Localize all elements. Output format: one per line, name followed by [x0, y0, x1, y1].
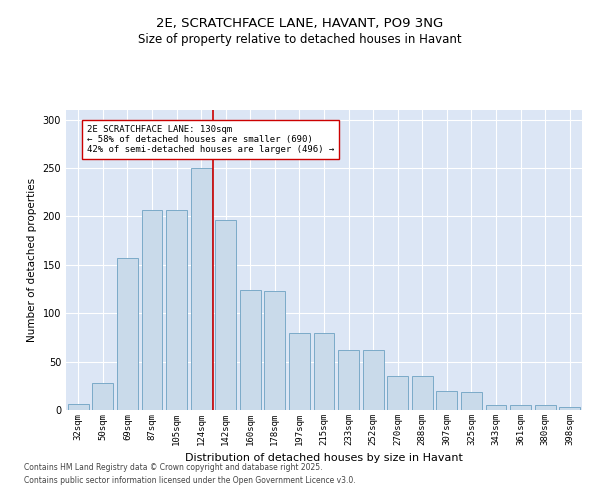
Text: 2E SCRATCHFACE LANE: 130sqm
← 58% of detached houses are smaller (690)
42% of se: 2E SCRATCHFACE LANE: 130sqm ← 58% of det…	[87, 124, 334, 154]
Text: Size of property relative to detached houses in Havant: Size of property relative to detached ho…	[138, 32, 462, 46]
Bar	[215, 220, 236, 410]
Bar	[117, 258, 138, 410]
Bar	[166, 210, 187, 410]
Bar	[68, 404, 89, 410]
Y-axis label: Number of detached properties: Number of detached properties	[27, 178, 37, 342]
Bar	[485, 405, 506, 410]
Bar	[461, 392, 482, 410]
Bar	[240, 290, 261, 410]
Text: Contains HM Land Registry data © Crown copyright and database right 2025.: Contains HM Land Registry data © Crown c…	[24, 464, 323, 472]
Bar	[338, 350, 359, 410]
Bar	[362, 350, 383, 410]
Bar	[387, 376, 408, 410]
Bar	[289, 332, 310, 410]
Bar	[265, 291, 286, 410]
Bar	[92, 383, 113, 410]
Bar	[436, 390, 457, 410]
Bar	[142, 210, 163, 410]
Bar	[535, 405, 556, 410]
Bar	[314, 332, 334, 410]
Text: 2E, SCRATCHFACE LANE, HAVANT, PO9 3NG: 2E, SCRATCHFACE LANE, HAVANT, PO9 3NG	[157, 18, 443, 30]
Text: Contains public sector information licensed under the Open Government Licence v3: Contains public sector information licen…	[24, 476, 356, 485]
Bar	[510, 405, 531, 410]
X-axis label: Distribution of detached houses by size in Havant: Distribution of detached houses by size …	[185, 454, 463, 464]
Bar	[191, 168, 212, 410]
Bar	[412, 376, 433, 410]
Bar	[559, 407, 580, 410]
